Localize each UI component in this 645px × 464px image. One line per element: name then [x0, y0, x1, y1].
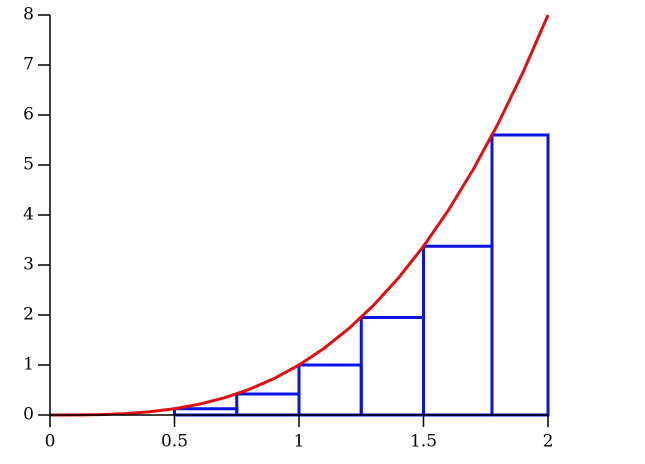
riemann-rect: [359, 316, 425, 417]
x-tick-label: 1.5: [410, 432, 437, 452]
x-tick-label: 0: [45, 432, 56, 452]
y-tick-label: 5: [23, 155, 34, 175]
y-tick-label: 7: [23, 55, 34, 75]
riemann-rect: [235, 392, 301, 417]
y-tick-label: 4: [23, 205, 34, 225]
x-tick-label: 2: [543, 432, 554, 452]
riemann-rect: [422, 244, 494, 417]
y-tick-label: 8: [23, 5, 34, 25]
riemann-rect: [490, 133, 550, 417]
x-tick-label: 0.5: [161, 432, 188, 452]
riemann-rect: [173, 407, 239, 417]
y-tick-label: 0: [23, 405, 34, 425]
y-tick-label: 3: [23, 255, 34, 275]
y-tick-label: 6: [23, 105, 34, 125]
y-tick-label: 1: [23, 355, 34, 375]
curve: [49, 14, 550, 417]
riemann-rect: [297, 363, 363, 417]
x-tick-label: 1: [294, 432, 305, 452]
y-tick-label: 2: [23, 305, 34, 325]
